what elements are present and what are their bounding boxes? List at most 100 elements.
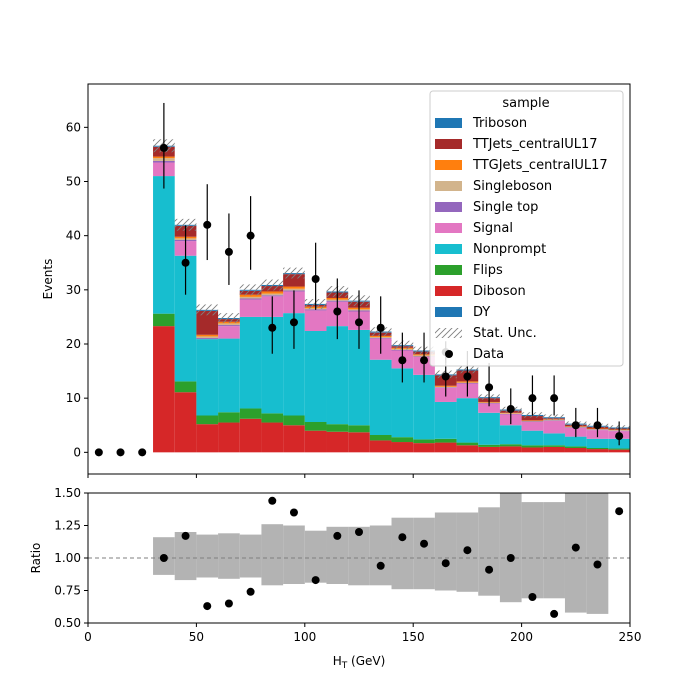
main-y-ticks: 0 10 20 30 40 50 60 <box>66 120 88 459</box>
bar-flips-20 <box>521 445 544 448</box>
main-ytick-label-1: 10 <box>66 391 81 405</box>
bar-single-top-21 <box>543 420 565 421</box>
bar-single-top-6 <box>218 325 240 327</box>
ratio-point-16 <box>506 554 515 562</box>
ratio-band-bin-16 <box>434 512 457 591</box>
ratio-ytick-label-2: 1.00 <box>54 551 81 565</box>
x-axis-label-subscript: T <box>341 661 348 671</box>
ratio-x-ticks: 0 50 100 150 200 250 <box>84 623 641 644</box>
legend: sample Triboson TTJets_centralUL17 TTGJets… <box>429 90 624 367</box>
legend-swatch-single-top <box>435 202 462 212</box>
legend-swatch-stat-unc <box>435 328 462 338</box>
bar-flips-7 <box>239 408 262 419</box>
bar-flips-23 <box>586 448 609 450</box>
bar-diboson-22 <box>564 448 587 453</box>
bar-flips-14 <box>391 437 414 443</box>
data-point-7 <box>246 231 255 240</box>
bar-singleboson-21 <box>543 419 565 421</box>
x-axis-label-main: H <box>333 654 342 668</box>
ratio-xtick-label-4: 200 <box>510 630 533 644</box>
legend-triboson-label: Triboson <box>472 116 527 131</box>
bar-nonprompt-17 <box>456 398 479 443</box>
ratio-point-14 <box>463 546 472 555</box>
bar-diboson-5 <box>196 424 219 453</box>
bar-diboson-3 <box>153 326 175 453</box>
bar-diboson-17 <box>456 445 479 453</box>
bar-diboson-7 <box>239 418 262 453</box>
ratio-point-9 <box>355 528 363 536</box>
bar-single-top-20 <box>521 421 544 422</box>
bar-flips-21 <box>543 445 565 447</box>
ratio-ytick-label-4: 1.50 <box>54 486 81 500</box>
main-ytick-label-0: 0 <box>73 445 81 459</box>
data-point-12 <box>355 318 363 327</box>
bar-diboson-13 <box>369 440 392 453</box>
bar-nonprompt-5 <box>196 339 219 416</box>
ratio-band-bin-14 <box>391 517 414 590</box>
bar-nonprompt-20 <box>521 430 544 446</box>
x-axis-label-unit: (GeV) <box>347 654 385 668</box>
bar-signal-6 <box>218 326 240 339</box>
bar-nonprompt-21 <box>543 433 565 446</box>
ratio-band-bin-15 <box>413 517 435 590</box>
bar-nonprompt-10 <box>304 331 327 422</box>
bar-singleboson-6 <box>218 323 240 326</box>
legend-singleboson-label: Singleboson <box>473 179 552 194</box>
ratio-band-bin-7 <box>239 534 262 578</box>
ratio-band-bin-13 <box>369 525 392 586</box>
legend-swatch-diboson <box>435 286 462 296</box>
bar-singleboson-7 <box>239 296 262 299</box>
bar-diboson-23 <box>586 449 609 453</box>
bar-singleboson-5 <box>196 336 219 339</box>
stat-unc-bin-21 <box>543 414 565 420</box>
ratio-uncertainty-band <box>153 493 609 614</box>
ratio-point-1 <box>181 531 190 540</box>
legend-title: sample <box>502 96 549 111</box>
ratio-panel: 0.50 0.75 1.00 1.25 1.50 0 50 100 150 200 250 Rat… <box>29 486 641 671</box>
data-point-10 <box>311 275 320 283</box>
ratio-band-bin-4 <box>174 532 197 581</box>
bar-flips-10 <box>304 422 327 431</box>
bar-flips-12 <box>348 425 370 433</box>
bar-nonprompt-13 <box>369 359 392 435</box>
ratio-point-6 <box>289 508 298 517</box>
bar-diboson-9 <box>283 425 305 453</box>
bar-nonprompt-8 <box>261 316 284 414</box>
ratio-point-0 <box>159 554 168 562</box>
legend-ttjets-centralul17-label: TTJets_centralUL17 <box>472 137 598 152</box>
bar-singleboson-20 <box>521 420 544 422</box>
legend-dy-label: DY <box>473 305 490 320</box>
data-point-20 <box>528 394 537 403</box>
data-point-24 <box>615 432 624 441</box>
ratio-point-18 <box>550 609 559 618</box>
ratio-point-5 <box>268 496 277 505</box>
legend-data-label: Data <box>473 347 504 362</box>
legend-swatch-nonprompt <box>435 244 462 254</box>
data-points <box>94 102 624 457</box>
bar-signal-21 <box>543 420 565 434</box>
bar-nonprompt-4 <box>174 255 197 382</box>
ratio-point-20 <box>593 560 602 569</box>
bar-ttjets-centralul17-20 <box>521 416 544 421</box>
data-point-9 <box>289 318 298 327</box>
bar-flips-11 <box>326 424 349 432</box>
legend-diboson-label: Diboson <box>473 284 526 299</box>
bar-diboson-21 <box>543 446 565 453</box>
ratio-band-bin-21 <box>543 502 565 599</box>
bar-signal-10 <box>304 310 327 331</box>
bar-diboson-14 <box>391 442 414 453</box>
data-point-14 <box>398 356 407 365</box>
ratio-point-19 <box>571 543 580 552</box>
data-point-13 <box>376 323 385 332</box>
legend-items: Triboson TTJets_centralUL17 TTGJets_centra… <box>435 116 608 362</box>
bar-ttgjets-centralul17-5 <box>196 334 219 337</box>
ratio-xtick-label-5: 250 <box>619 630 642 644</box>
ratio-band-bin-12 <box>348 526 370 586</box>
ratio-point-8 <box>333 531 342 540</box>
ratio-point-4 <box>246 587 255 596</box>
bar-diboson-10 <box>304 430 327 453</box>
main-x-ticks <box>87 474 631 478</box>
bar-flips-17 <box>456 442 479 446</box>
ratio-point-21 <box>615 507 624 516</box>
